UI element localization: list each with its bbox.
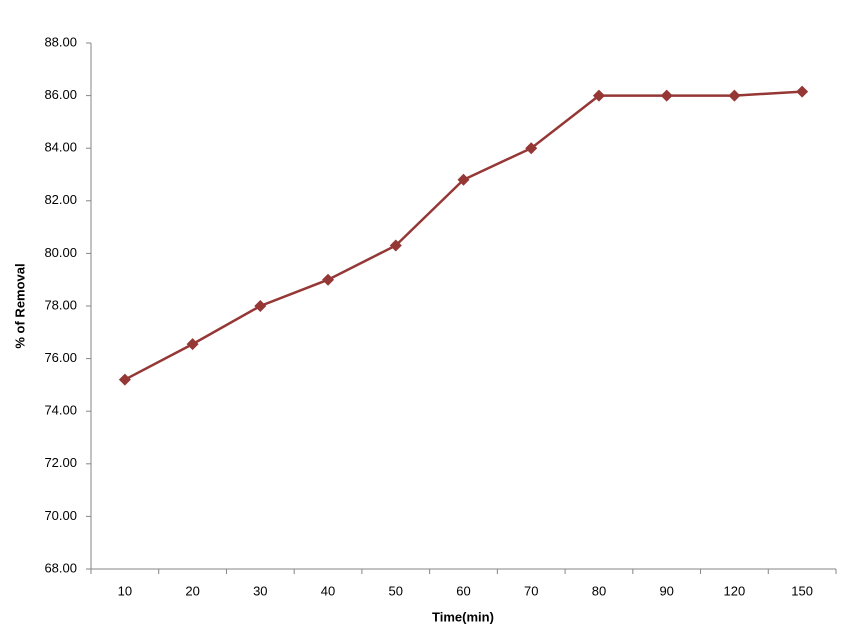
x-tick-label: 120 bbox=[724, 583, 746, 598]
y-tick-label: 86.00 bbox=[44, 87, 77, 102]
data-point bbox=[796, 85, 809, 98]
data-point bbox=[525, 142, 538, 155]
data-point bbox=[389, 239, 402, 252]
y-tick-label: 78.00 bbox=[44, 297, 77, 312]
data-point bbox=[322, 273, 335, 286]
y-tick-label: 72.00 bbox=[44, 455, 77, 470]
data-point bbox=[728, 89, 741, 102]
x-tick-label: 150 bbox=[791, 583, 813, 598]
x-tick-label: 30 bbox=[253, 583, 267, 598]
data-point bbox=[118, 373, 131, 386]
data-point bbox=[254, 300, 267, 312]
x-tick-label: 60 bbox=[456, 583, 470, 598]
y-tick-label: 68.00 bbox=[44, 560, 77, 575]
x-axis-title: Time(min) bbox=[432, 609, 494, 624]
x-tick-label: 90 bbox=[659, 583, 673, 598]
data-point bbox=[660, 89, 673, 102]
y-axis-title: % of Removal bbox=[12, 263, 27, 348]
x-tick-label: 50 bbox=[389, 583, 403, 598]
series-line bbox=[124, 90, 803, 381]
y-tick-label: 70.00 bbox=[44, 508, 77, 523]
y-tick-label: 82.00 bbox=[44, 192, 77, 207]
data-point bbox=[457, 173, 470, 186]
x-tick-label: 40 bbox=[321, 583, 335, 598]
y-tick-label: 84.00 bbox=[44, 140, 77, 155]
x-tick-label: 20 bbox=[185, 583, 199, 598]
x-tick-label: 10 bbox=[118, 583, 132, 598]
x-tick-label: 70 bbox=[524, 583, 538, 598]
y-tick-label: 76.00 bbox=[44, 350, 77, 365]
data-point bbox=[186, 338, 199, 351]
y-tick-label: 88.00 bbox=[44, 34, 77, 49]
y-tick-label: 80.00 bbox=[44, 245, 77, 260]
data-point bbox=[592, 89, 605, 102]
y-tick-label: 74.00 bbox=[44, 403, 77, 418]
x-tick-label: 80 bbox=[592, 583, 606, 598]
